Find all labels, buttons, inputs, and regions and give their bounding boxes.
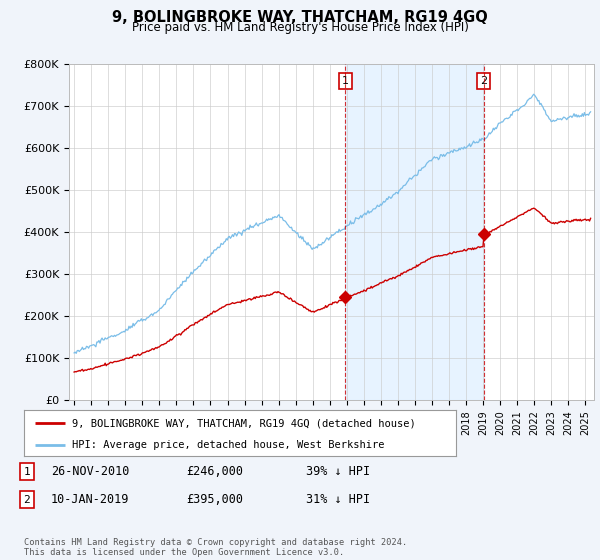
Text: 10-JAN-2019: 10-JAN-2019 — [51, 493, 130, 506]
Text: 31% ↓ HPI: 31% ↓ HPI — [306, 493, 370, 506]
Text: Contains HM Land Registry data © Crown copyright and database right 2024.
This d: Contains HM Land Registry data © Crown c… — [24, 538, 407, 557]
Text: 1: 1 — [342, 76, 349, 86]
Bar — [346, 64, 484, 400]
Text: 39% ↓ HPI: 39% ↓ HPI — [306, 465, 370, 478]
Text: £246,000: £246,000 — [186, 465, 243, 478]
Text: HPI: Average price, detached house, West Berkshire: HPI: Average price, detached house, West… — [71, 440, 384, 450]
Text: 9, BOLINGBROKE WAY, THATCHAM, RG19 4GQ (detached house): 9, BOLINGBROKE WAY, THATCHAM, RG19 4GQ (… — [71, 418, 415, 428]
Text: 9, BOLINGBROKE WAY, THATCHAM, RG19 4GQ: 9, BOLINGBROKE WAY, THATCHAM, RG19 4GQ — [112, 10, 488, 25]
Text: Price paid vs. HM Land Registry's House Price Index (HPI): Price paid vs. HM Land Registry's House … — [131, 21, 469, 34]
Text: 26-NOV-2010: 26-NOV-2010 — [51, 465, 130, 478]
Text: 1: 1 — [23, 466, 31, 477]
Text: 2: 2 — [480, 76, 487, 86]
Text: £395,000: £395,000 — [186, 493, 243, 506]
Text: 2: 2 — [23, 494, 31, 505]
